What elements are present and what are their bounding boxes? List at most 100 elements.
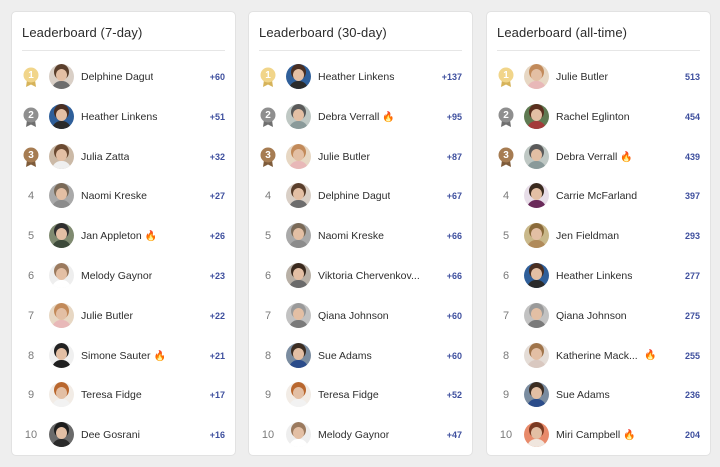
member-name-text[interactable]: Julie Butler	[318, 150, 370, 163]
member-name[interactable]: Sue Adams	[556, 375, 610, 415]
leaderboard-row[interactable]: 2 Heather Linkens +51	[12, 97, 235, 137]
member-name-text[interactable]: Simone Sauter	[81, 349, 151, 362]
avatar[interactable]	[524, 422, 549, 448]
leaderboard-row[interactable]: 9 Teresa Fidge +17	[12, 375, 235, 415]
member-name-text[interactable]: Dee Gosrani	[81, 429, 140, 442]
avatar[interactable]	[286, 223, 311, 249]
member-name[interactable]: Naomi Kreske	[81, 176, 147, 216]
avatar[interactable]	[524, 342, 549, 368]
member-name[interactable]: Heather Linkens	[556, 256, 632, 296]
member-name-text[interactable]: Sue Adams	[556, 389, 610, 402]
avatar[interactable]	[49, 262, 74, 288]
member-name[interactable]: Julia Zatta	[81, 137, 129, 177]
member-name[interactable]: Sue Adams	[318, 336, 372, 376]
avatar[interactable]	[524, 382, 549, 408]
avatar[interactable]	[524, 262, 549, 288]
leaderboard-row[interactable]: 5 Jen Fieldman 293	[487, 216, 710, 256]
member-name[interactable]: Julie Butler	[556, 57, 608, 97]
leaderboard-row[interactable]: 4 Carrie McFarland 397	[487, 176, 710, 216]
member-name-text[interactable]: Sue Adams	[318, 349, 372, 362]
leaderboard-row[interactable]: 2 Debra Verrall 🔥 +95	[249, 97, 472, 137]
member-name[interactable]: Melody Gaynor	[81, 256, 152, 296]
avatar[interactable]	[49, 223, 74, 249]
leaderboard-row[interactable]: 3 Julia Zatta +32	[12, 137, 235, 177]
member-name[interactable]: Qiana Johnson	[318, 296, 389, 336]
member-name[interactable]: Debra Verrall 🔥	[318, 97, 395, 137]
avatar[interactable]	[49, 103, 74, 129]
leaderboard-row[interactable]: 8 Sue Adams +60	[249, 336, 472, 376]
avatar[interactable]	[286, 302, 311, 328]
avatar[interactable]	[49, 382, 74, 408]
leaderboard-row[interactable]: 7 Julie Butler +22	[12, 296, 235, 336]
member-name[interactable]: Jen Fieldman	[556, 216, 619, 256]
member-name-text[interactable]: Jen Fieldman	[556, 230, 620, 243]
member-name[interactable]: Simone Sauter 🔥	[81, 336, 166, 376]
avatar[interactable]	[49, 183, 74, 209]
leaderboard-row[interactable]: 6 Viktoria Chervenkov... +66	[249, 256, 472, 296]
member-name-text[interactable]: Rachel Eglinton	[556, 110, 630, 123]
avatar[interactable]	[286, 143, 311, 169]
member-name-text[interactable]: Katherine Mack...	[556, 349, 638, 362]
avatar[interactable]	[49, 422, 74, 448]
member-name[interactable]: Debra Verrall 🔥	[556, 137, 633, 177]
avatar[interactable]	[286, 262, 311, 288]
member-name-text[interactable]: Miri Campbell	[556, 429, 621, 442]
leaderboard-row[interactable]: 2 Rachel Eglinton 454	[487, 97, 710, 137]
leaderboard-row[interactable]: 4 Delphine Dagut +67	[249, 176, 472, 216]
member-name[interactable]: Melody Gaynor	[318, 415, 389, 455]
avatar[interactable]	[524, 223, 549, 249]
member-name-text[interactable]: Qiana Johnson	[556, 309, 627, 322]
leaderboard-row[interactable]: 9 Teresa Fidge +52	[249, 375, 472, 415]
leaderboard-row[interactable]: 9 Sue Adams 236	[487, 375, 710, 415]
leaderboard-row[interactable]: 8 Katherine Mack... 🔥 255	[487, 336, 710, 376]
avatar[interactable]	[49, 342, 74, 368]
leaderboard-row[interactable]: 3 Debra Verrall 🔥 439	[487, 137, 710, 177]
leaderboard-row[interactable]: 5 Jan Appleton 🔥 +26	[12, 216, 235, 256]
avatar[interactable]	[286, 342, 311, 368]
avatar[interactable]	[49, 64, 74, 89]
member-name[interactable]: Katherine Mack...	[556, 336, 638, 376]
member-name-text[interactable]: Debra Verrall	[556, 150, 618, 163]
leaderboard-row[interactable]: 8 Simone Sauter 🔥 +21	[12, 336, 235, 376]
member-name[interactable]: Dee Gosrani	[81, 415, 140, 455]
member-name-text[interactable]: Teresa Fidge	[318, 389, 379, 402]
member-name[interactable]: Qiana Johnson	[556, 296, 627, 336]
avatar[interactable]	[49, 143, 74, 169]
leaderboard-row[interactable]: 1 Julie Butler 513	[487, 57, 710, 97]
member-name-text[interactable]: Julie Butler	[556, 71, 608, 83]
leaderboard-row[interactable]: 1 Delphine Dagut +60	[12, 57, 235, 97]
leaderboard-row[interactable]: 6 Heather Linkens 277	[487, 256, 710, 296]
leaderboard-row[interactable]: 5 Naomi Kreske +66	[249, 216, 472, 256]
member-name-text[interactable]: Delphine Dagut	[318, 190, 391, 203]
member-name-text[interactable]: Delphine Dagut	[81, 71, 154, 83]
avatar[interactable]	[524, 64, 549, 89]
leaderboard-row[interactable]: 10 Miri Campbell 🔥 204	[487, 415, 710, 455]
avatar[interactable]	[286, 103, 311, 129]
member-name-text[interactable]: Carrie McFarland	[556, 190, 638, 203]
member-name-text[interactable]: Naomi Kreske	[318, 230, 384, 243]
leaderboard-row[interactable]: 7 Qiana Johnson 275	[487, 296, 710, 336]
avatar[interactable]	[49, 302, 74, 328]
leaderboard-row[interactable]: 1 Heather Linkens +137	[249, 57, 472, 97]
member-name-text[interactable]: Julia Zatta	[81, 150, 130, 163]
member-name[interactable]: Heather Linkens	[81, 97, 157, 137]
member-name-text[interactable]: Heather Linkens	[318, 71, 395, 83]
leaderboard-row[interactable]: 4 Naomi Kreske +27	[12, 176, 235, 216]
member-name[interactable]: Rachel Eglinton	[556, 97, 630, 137]
avatar[interactable]	[524, 143, 549, 169]
member-name-text[interactable]: Teresa Fidge	[81, 389, 142, 402]
member-name[interactable]: Carrie McFarland	[556, 176, 637, 216]
member-name-text[interactable]: Naomi Kreske	[81, 190, 147, 203]
member-name[interactable]: Heather Linkens	[318, 57, 394, 97]
member-name-text[interactable]: Heather Linkens	[556, 269, 633, 282]
avatar[interactable]	[524, 103, 549, 129]
member-name[interactable]: Teresa Fidge	[81, 375, 142, 415]
avatar[interactable]	[286, 183, 311, 209]
member-name-text[interactable]: Qiana Johnson	[318, 309, 389, 322]
member-name[interactable]: Viktoria Chervenkov...	[318, 256, 420, 296]
member-name-text[interactable]: Heather Linkens	[81, 110, 158, 123]
member-name-text[interactable]: Melody Gaynor	[81, 269, 153, 282]
member-name-text[interactable]: Jan Appleton	[81, 230, 142, 243]
member-name[interactable]: Jan Appleton 🔥	[81, 216, 157, 256]
avatar[interactable]	[286, 422, 311, 448]
